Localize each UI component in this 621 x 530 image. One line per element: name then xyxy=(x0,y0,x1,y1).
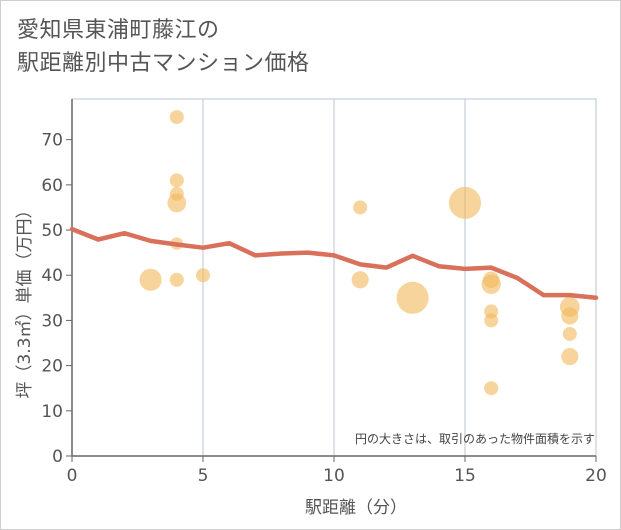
y-tick-label: 50 xyxy=(41,221,63,241)
x-tick-label: 15 xyxy=(454,466,476,486)
chart-title: 愛知県東浦町藤江の 駅距離別中古マンション価格 xyxy=(17,14,437,80)
y-tick-label: 20 xyxy=(41,357,63,377)
chart-title-line1: 愛知県東浦町藤江の xyxy=(17,18,220,43)
y-tick-label: 60 xyxy=(41,176,63,196)
data-point xyxy=(196,268,210,283)
y-tick-label: 0 xyxy=(52,447,63,467)
x-tick-label: 5 xyxy=(198,466,209,486)
data-point xyxy=(484,313,499,328)
data-point xyxy=(481,274,501,294)
x-tick-label: 0 xyxy=(67,466,78,486)
bubble-series xyxy=(139,110,580,396)
x-tick-label: 10 xyxy=(323,466,345,486)
data-point xyxy=(139,268,162,291)
data-point xyxy=(351,271,369,289)
data-point xyxy=(484,381,499,396)
chart-title-line2: 駅距離別中古マンション価格 xyxy=(17,51,310,76)
data-point xyxy=(167,193,187,213)
y-tick-label: 30 xyxy=(41,311,63,331)
axes xyxy=(66,99,597,462)
trend-line-series xyxy=(69,226,599,301)
tick-labels: 0 10 20 30 40 50 60 70 0 5 10 15 20 xyxy=(41,131,606,486)
data-point xyxy=(396,281,429,314)
data-point xyxy=(169,173,184,188)
x-tick-label: 20 xyxy=(585,466,607,486)
data-point xyxy=(561,348,579,366)
data-point xyxy=(562,326,577,341)
data-point xyxy=(353,200,368,215)
y-tick-label: 10 xyxy=(41,402,63,422)
y-tick-label: 70 xyxy=(41,131,63,151)
data-point xyxy=(448,186,482,219)
data-point xyxy=(169,272,184,287)
y-tick-label: 40 xyxy=(41,266,63,286)
y-axis-label: 坪（3.3㎡）単価（万円） xyxy=(15,201,35,398)
bubble-size-note: 円の大きさは、取引のあった物件面積を示す xyxy=(355,431,595,446)
x-axis-label: 駅距離（分） xyxy=(305,498,407,518)
trend-line xyxy=(69,226,599,301)
data-point xyxy=(169,110,184,125)
data-point xyxy=(561,307,579,325)
